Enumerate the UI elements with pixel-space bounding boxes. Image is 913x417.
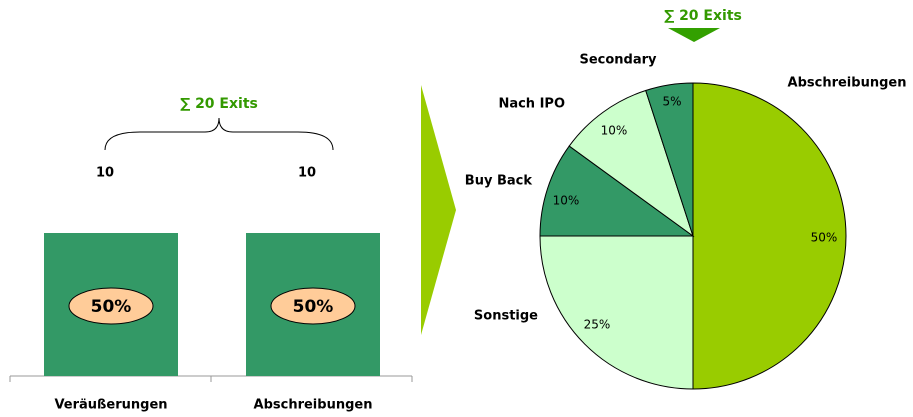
slice-name: Buy Back: [465, 174, 533, 189]
pie-annotation: ∑ 20 Exits: [664, 8, 742, 24]
slice-name: Abschreibungen: [788, 76, 907, 91]
slice-name: Sonstige: [474, 309, 538, 324]
slice-name: Secondary: [579, 53, 657, 68]
pie-slice: [692, 82, 847, 390]
slice-value: 10%: [553, 194, 580, 208]
pie-slice: [539, 235, 694, 390]
arrow-chevron: [421, 85, 456, 335]
brace: [104, 117, 334, 151]
share-label: 50%: [91, 297, 132, 317]
value-label: 10: [96, 166, 114, 181]
slice-value: 5%: [662, 95, 681, 109]
slice-value: 10%: [601, 124, 628, 138]
share-badge: [270, 287, 356, 325]
category-label: Abschreibungen: [254, 398, 373, 413]
pie-slice: [539, 145, 695, 237]
share-badge: [68, 287, 154, 325]
bar-annotation: ∑ 20 Exits: [180, 96, 258, 112]
pie-slice: [645, 82, 694, 237]
slice-name: Nach IPO: [498, 97, 565, 112]
category-label: Veräußerungen: [54, 398, 167, 413]
slice-value: 50%: [811, 231, 838, 245]
pie-arrow: [668, 28, 720, 42]
share-label: 50%: [293, 297, 334, 317]
value-label: 10: [298, 166, 316, 181]
pie-slice: [568, 89, 694, 238]
slice-value: 25%: [584, 318, 611, 332]
